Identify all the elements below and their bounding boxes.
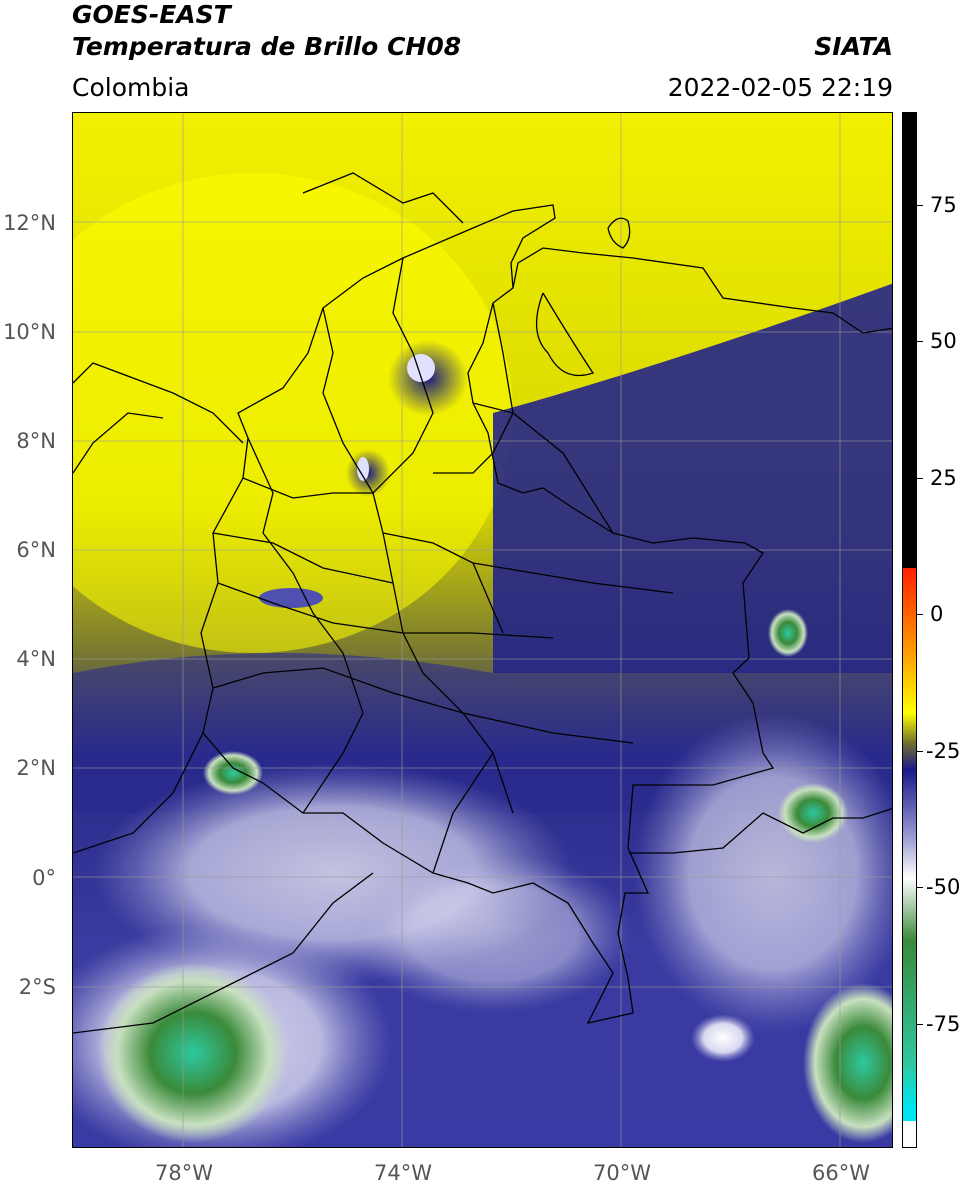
datetime-label: 2022-02-05 22:19 (667, 73, 893, 102)
colorbar-tick (917, 887, 923, 888)
colorbar-tick (917, 205, 923, 206)
colorbar-label-0: 0 (930, 602, 944, 626)
lon-label-78w: 78°W (155, 1161, 213, 1185)
colorbar-tick (917, 341, 923, 342)
colorbar-tick (917, 1024, 923, 1025)
colorbar-label-50: 50 (930, 329, 957, 353)
colorbar-label-minus25: -25 (926, 739, 961, 763)
colorbar-label-minus75: -75 (926, 1012, 961, 1036)
lat-label-0: 0° (32, 866, 56, 890)
lat-label-6n: 6°N (16, 538, 56, 562)
lon-label-66w: 66°W (812, 1161, 870, 1185)
satellite-title: GOES-EAST (72, 0, 231, 29)
colorbar-label-minus50: -50 (926, 875, 961, 899)
colorbar-tick (917, 751, 923, 752)
agency-label: SIATA (814, 32, 893, 61)
lon-label-70w: 70°W (593, 1161, 651, 1185)
lat-label-4n: 4°N (16, 647, 56, 671)
region-label: Colombia (72, 73, 190, 102)
product-title: Temperatura de Brillo CH08 (72, 32, 462, 61)
colorbar-tick (917, 614, 923, 615)
colorbar-label-25: 25 (930, 466, 957, 490)
lat-label-10n: 10°N (3, 320, 56, 344)
lat-label-12n: 12°N (3, 211, 56, 235)
lat-label-2s: 2°S (18, 975, 56, 999)
brightness-temperature-map (72, 112, 893, 1148)
lat-label-8n: 8°N (16, 429, 56, 453)
lon-label-74w: 74°W (374, 1161, 432, 1185)
temperature-colorbar (902, 112, 917, 1148)
colorbar-tick (917, 478, 923, 479)
lat-label-2n: 2°N (16, 756, 56, 780)
colorbar-label-75: 75 (930, 193, 957, 217)
